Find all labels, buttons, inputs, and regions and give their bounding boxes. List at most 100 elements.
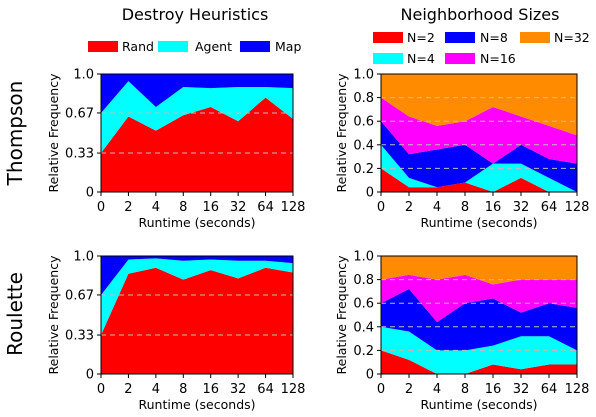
- x-tick-label: 4: [152, 382, 160, 397]
- plot-frame: [100, 255, 294, 375]
- legend-swatch-n2: [373, 32, 403, 43]
- x-axis-label: Runtime (seconds): [138, 397, 255, 412]
- y-tick-label: 1.0: [353, 250, 374, 265]
- panel-thompson-sizes: 0 0.2 0.4 0.6 0.8 1.0 0 2 4 8 16 32 64 128 Runtime (se…: [334, 68, 589, 231]
- x-tick-label: 128: [281, 382, 306, 397]
- legend-heuristics: Rand Agent Map: [88, 39, 301, 54]
- legend-swatch-n4: [373, 53, 403, 64]
- x-tick-label: 64: [257, 200, 274, 215]
- x-tick-label: 2: [124, 200, 132, 215]
- y-tick-label: 0.8: [353, 91, 374, 106]
- x-tick-label: 64: [541, 200, 558, 215]
- y-tick-label: 0.6: [353, 297, 374, 312]
- area-n16: [381, 97, 577, 164]
- x-tick-label: 64: [541, 382, 558, 397]
- plot-frame: [380, 255, 578, 375]
- legend-sizes: N=2 N=8 N=32 N=4 N=16: [373, 30, 590, 66]
- legend-label-map: Map: [275, 39, 301, 54]
- legend-label-rand: Rand: [122, 39, 154, 54]
- area-rand: [101, 267, 293, 374]
- x-tick-label: 128: [565, 200, 590, 215]
- panel-roulette-heuristics: 0 0.33 0.67 1.0 0 2 4 8 16 32 64 128 Runtime (second…: [46, 250, 305, 413]
- area-n4: [381, 326, 577, 374]
- area-n2: [381, 168, 577, 192]
- x-tick-label: 0: [377, 200, 385, 215]
- y-axis-label: Relative Frequency: [46, 255, 61, 375]
- y-tick-label: 0.33: [65, 147, 94, 162]
- y-tick-label: 0: [366, 186, 374, 201]
- y-tick-label: 0.67: [65, 106, 94, 121]
- x-tick-label: 32: [230, 382, 247, 397]
- y-tick-label: 0.4: [353, 138, 374, 153]
- legend-label-n32: N=32: [554, 30, 590, 45]
- x-tick-label: 16: [202, 200, 219, 215]
- y-tick-label: 0.67: [65, 288, 94, 303]
- y-tick-label: 0.2: [353, 162, 374, 177]
- area-agent: [101, 258, 293, 336]
- x-tick-label: 2: [124, 382, 132, 397]
- y-tick-label: 0.33: [65, 329, 94, 344]
- x-tick-label: 2: [405, 200, 413, 215]
- x-tick-label: 16: [202, 382, 219, 397]
- legend-swatch-n16: [445, 53, 475, 64]
- y-tick-label: 0: [86, 368, 94, 383]
- y-tick-label: 0: [86, 186, 94, 201]
- area-rand: [101, 97, 293, 192]
- area-n32: [381, 74, 577, 136]
- x-tick-label: 32: [513, 200, 530, 215]
- area-map: [101, 74, 293, 113]
- legend-swatch-n8: [445, 32, 475, 43]
- x-tick-label: 128: [281, 200, 306, 215]
- area-n16: [381, 274, 577, 323]
- x-tick-label: 16: [485, 382, 502, 397]
- area-n8: [381, 121, 577, 192]
- x-tick-label: 64: [257, 382, 274, 397]
- y-axis-label: Relative Frequency: [334, 73, 349, 193]
- y-tick-label: 0.6: [353, 115, 374, 130]
- y-tick-label: 1.0: [73, 250, 94, 265]
- column-title-heuristics: Destroy Heuristics: [122, 5, 269, 24]
- y-axis-label: Relative Frequency: [46, 73, 61, 193]
- plot-frame: [380, 73, 578, 193]
- x-axis-label: Runtime (seconds): [420, 397, 537, 412]
- x-axis-label: Runtime (seconds): [420, 215, 537, 230]
- x-tick-label: 128: [565, 382, 590, 397]
- x-tick-label: 8: [179, 382, 187, 397]
- x-tick-label: 32: [513, 382, 530, 397]
- x-tick-label: 32: [230, 200, 247, 215]
- x-tick-label: 16: [485, 200, 502, 215]
- x-tick-label: 8: [461, 382, 469, 397]
- x-tick-label: 2: [405, 382, 413, 397]
- area-map: [101, 256, 293, 295]
- legend-label-agent: Agent: [195, 39, 232, 54]
- x-tick-label: 0: [97, 200, 105, 215]
- area-agent: [101, 81, 293, 154]
- y-tick-label: 0.8: [353, 273, 374, 288]
- panel-thompson-heuristics: 0 0.33 0.67 1.0 0 2 4 8 16 32 64 128 Runtime (second…: [46, 68, 305, 231]
- legend-label-n16: N=16: [480, 51, 516, 66]
- x-tick-label: 4: [433, 200, 441, 215]
- y-axis-label: Relative Frequency: [334, 255, 349, 375]
- legend-label-n2: N=2: [407, 30, 435, 45]
- y-tick-label: 0.4: [353, 320, 374, 335]
- legend-swatch-agent: [158, 41, 188, 52]
- legend-swatch-map: [240, 41, 270, 52]
- area-n4: [381, 144, 577, 192]
- x-axis-label: Runtime (seconds): [138, 215, 255, 230]
- legend-swatch-n32: [520, 32, 550, 43]
- panel-roulette-sizes: 0 0.2 0.4 0.6 0.8 1.0 0 2 4 8 16 32 64 128 Runtime (se…: [334, 250, 589, 413]
- row-title-thompson: Thompson: [3, 81, 27, 187]
- plot-frame: [100, 73, 294, 193]
- row-title-roulette: Roulette: [3, 272, 27, 356]
- legend-swatch-rand: [88, 41, 118, 52]
- legend-label-n4: N=4: [407, 51, 435, 66]
- x-tick-label: 0: [377, 382, 385, 397]
- x-tick-label: 4: [152, 200, 160, 215]
- area-n2: [381, 350, 577, 374]
- y-tick-label: 1.0: [353, 68, 374, 83]
- x-tick-label: 8: [461, 200, 469, 215]
- x-tick-label: 4: [433, 382, 441, 397]
- area-n32: [381, 256, 577, 285]
- y-tick-label: 1.0: [73, 68, 94, 83]
